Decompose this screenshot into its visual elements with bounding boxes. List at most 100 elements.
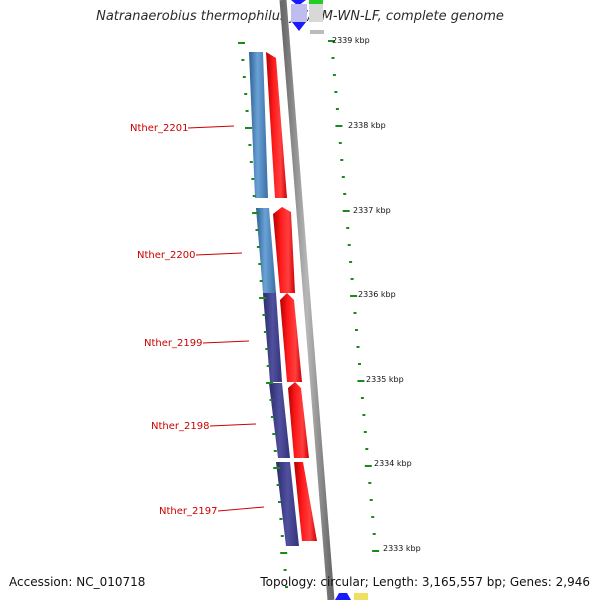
gc-tick-mark bbox=[273, 450, 277, 452]
gc-tick-mark bbox=[259, 297, 267, 299]
gc-tick-mark bbox=[364, 465, 372, 467]
kbp-tick-label: 2334 kbp bbox=[374, 459, 412, 468]
gc-tick-mark bbox=[245, 110, 249, 112]
gc-tick-mark bbox=[249, 161, 253, 163]
gene-label-leader bbox=[202, 340, 250, 344]
gc-tick-mark bbox=[255, 229, 259, 231]
gene-label-leader bbox=[217, 506, 265, 512]
gc-tick-mark bbox=[265, 348, 269, 350]
gene-labels: Nther_2201 Nther_2200 Nther_2199 Nther_2… bbox=[130, 123, 265, 517]
kbp-tick-label: 2335 kbp bbox=[366, 375, 404, 384]
gc-tick-mark bbox=[343, 193, 347, 195]
gene-nther-2200-cds-red[interactable] bbox=[273, 207, 295, 293]
gc-tick-mark bbox=[273, 467, 281, 469]
gene-label-leader bbox=[195, 252, 243, 256]
gc-tick-mark bbox=[256, 246, 260, 248]
gc-tick-mark bbox=[283, 569, 287, 571]
gc-tick-mark bbox=[357, 380, 365, 382]
gene-nther-2199-cds-red[interactable] bbox=[280, 293, 302, 382]
gc-tick-mark bbox=[242, 76, 246, 78]
top-partial-features bbox=[291, 0, 324, 34]
gene-nther-2200-cds-blue[interactable] bbox=[256, 208, 276, 293]
gc-tick-mark bbox=[245, 127, 252, 129]
gene-label-nther-2199[interactable]: Nther_2199 bbox=[144, 338, 202, 349]
top-blue-feature[interactable] bbox=[291, 0, 306, 6]
gene-label-nther-2198[interactable]: Nther_2198 bbox=[151, 421, 209, 432]
accession-text: Accession: NC_010718 bbox=[9, 575, 146, 589]
bottom-yellow-feature[interactable] bbox=[354, 593, 368, 600]
gene-label-nther-2201[interactable]: Nther_2201 bbox=[130, 123, 188, 134]
gc-tick-mark bbox=[266, 382, 274, 384]
gc-tick-mark bbox=[332, 74, 336, 76]
kbp-tick-label: 2336 kbp bbox=[358, 290, 396, 299]
top-grey-feature[interactable] bbox=[309, 4, 323, 22]
gc-tick-mark bbox=[248, 144, 252, 146]
kbp-tick-label: 2339 kbp bbox=[332, 36, 370, 45]
gc-tick-mark bbox=[270, 416, 274, 418]
gc-tick-mark bbox=[335, 125, 343, 127]
gc-tick-mark bbox=[263, 331, 267, 333]
top-green-feature[interactable] bbox=[309, 0, 323, 4]
gc-tick-mark bbox=[353, 312, 357, 314]
gene-nther-2199-cds-purple[interactable] bbox=[263, 293, 282, 382]
gc-tick-mark bbox=[349, 261, 353, 263]
gc-tick-mark bbox=[362, 414, 366, 416]
top-grey-bar[interactable] bbox=[310, 30, 324, 34]
gc-tick-mark bbox=[372, 550, 380, 552]
gc-tick-mark bbox=[346, 227, 350, 229]
gc-tick-mark bbox=[244, 93, 248, 95]
bottom-partial-features bbox=[335, 593, 368, 600]
gene-label-leader bbox=[187, 125, 235, 129]
gc-tick-mark bbox=[350, 278, 354, 280]
gc-tick-mark bbox=[258, 263, 262, 265]
gc-tick-mark bbox=[276, 484, 280, 486]
gc-tick-mark bbox=[266, 365, 270, 367]
gc-tick-mark bbox=[331, 57, 335, 59]
gc-content-ticks bbox=[238, 40, 380, 588]
gc-tick-mark bbox=[341, 176, 345, 178]
gc-tick-mark bbox=[368, 482, 372, 484]
gc-tick-mark bbox=[238, 42, 245, 44]
gene-label-nther-2197[interactable]: Nther_2197 bbox=[159, 506, 217, 517]
kbp-scale-labels: 2339 kbp 2338 kbp 2337 kbp 2336 kbp 2335… bbox=[332, 36, 421, 553]
gc-tick-mark bbox=[363, 431, 367, 433]
gene-features bbox=[249, 52, 317, 546]
gene-nther-2201-cds-blue[interactable] bbox=[249, 52, 268, 198]
gene-nther-2197-cds-red[interactable] bbox=[294, 462, 317, 541]
gc-tick-mark bbox=[372, 533, 376, 535]
gc-tick-mark bbox=[241, 59, 245, 61]
gc-tick-mark bbox=[335, 108, 339, 110]
gc-tick-mark bbox=[360, 397, 364, 399]
gc-tick-mark bbox=[334, 91, 338, 93]
top-blue-arrow[interactable] bbox=[292, 22, 306, 31]
gc-tick-mark bbox=[259, 280, 263, 282]
gene-nther-2198-cds-purple[interactable] bbox=[269, 383, 290, 458]
bottom-blue-feature[interactable] bbox=[335, 593, 351, 600]
top-lavender-feature[interactable] bbox=[291, 4, 307, 22]
gc-tick-mark bbox=[252, 195, 256, 197]
gene-label-nther-2200[interactable]: Nther_2200 bbox=[137, 250, 195, 261]
gc-tick-mark bbox=[358, 363, 361, 365]
gc-tick-mark bbox=[371, 516, 375, 518]
gc-tick-mark bbox=[269, 399, 273, 401]
gc-tick-mark bbox=[338, 142, 342, 144]
gc-tick-mark bbox=[272, 433, 276, 435]
gene-nther-2197-cds-purple[interactable] bbox=[276, 462, 299, 546]
gc-tick-mark bbox=[280, 552, 288, 554]
kbp-tick-label: 2337 kbp bbox=[353, 206, 391, 215]
gene-nther-2201-cds-red[interactable] bbox=[266, 52, 287, 198]
genome-summary-text: Topology: circular; Length: 3,165,557 bp… bbox=[260, 575, 590, 589]
gc-tick-mark bbox=[262, 314, 266, 316]
gc-tick-mark bbox=[347, 244, 351, 246]
gc-tick-mark bbox=[278, 501, 281, 503]
gene-nther-2198-cds-red[interactable] bbox=[288, 382, 309, 458]
backbone-line bbox=[279, 0, 335, 600]
gc-tick-mark bbox=[365, 448, 369, 450]
gc-tick-mark bbox=[251, 178, 255, 180]
gc-tick-mark bbox=[355, 329, 358, 331]
gc-tick-mark bbox=[285, 586, 288, 588]
gene-label-leader bbox=[209, 423, 257, 427]
gc-tick-mark bbox=[342, 210, 350, 212]
gc-tick-mark bbox=[356, 346, 360, 348]
